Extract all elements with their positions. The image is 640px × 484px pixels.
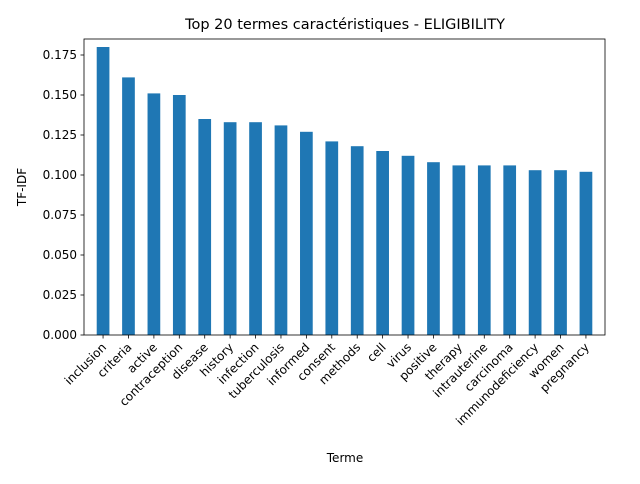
x-axis: inclusioncriteriaactivecontraceptiondise… <box>62 335 592 428</box>
bars-layer <box>96 47 593 336</box>
y-tick-label: 0.000 <box>43 328 77 342</box>
bar-methods <box>350 146 364 335</box>
y-tick-label: 0.125 <box>43 128 77 142</box>
bar-criteria <box>122 77 135 336</box>
bar-virus <box>401 155 415 335</box>
bar-active <box>147 93 161 336</box>
bar-inclusion <box>96 47 110 335</box>
bar-disease <box>198 119 212 335</box>
plot-frame <box>83 38 606 336</box>
bar-immunodeficiency <box>528 170 542 335</box>
y-tick-label: 0.175 <box>43 48 77 62</box>
y-tick-label: 0.025 <box>43 288 77 302</box>
bar-women <box>554 170 567 335</box>
chart-title: Top 20 termes caractéristiques - ELIGIBI… <box>184 17 505 33</box>
bar-tuberculosis <box>274 125 288 336</box>
y-tick-label: 0.075 <box>43 208 77 222</box>
bar-pregnancy <box>579 171 593 335</box>
bar-consent <box>325 141 339 335</box>
y-tick-label: 0.150 <box>43 88 77 102</box>
y-tick-label: 0.050 <box>43 248 77 262</box>
bar-intrauterine <box>477 165 491 335</box>
y-axis-label: TF-IDF <box>15 168 29 207</box>
bar-cell <box>376 151 389 335</box>
bar-therapy <box>452 165 466 335</box>
bar-carcinoma <box>503 165 517 335</box>
bar-history <box>223 122 237 335</box>
bar-informed <box>300 131 313 335</box>
bar-positive <box>427 162 440 335</box>
y-tick-label: 0.100 <box>43 168 77 182</box>
y-axis: 0.000 0.025 0.050 0.075 0.100 0.125 0.150 0.175 <box>43 48 84 342</box>
x-axis-label: Terme <box>326 451 363 465</box>
bar-contraception <box>172 95 186 335</box>
bar-infection <box>249 122 262 335</box>
